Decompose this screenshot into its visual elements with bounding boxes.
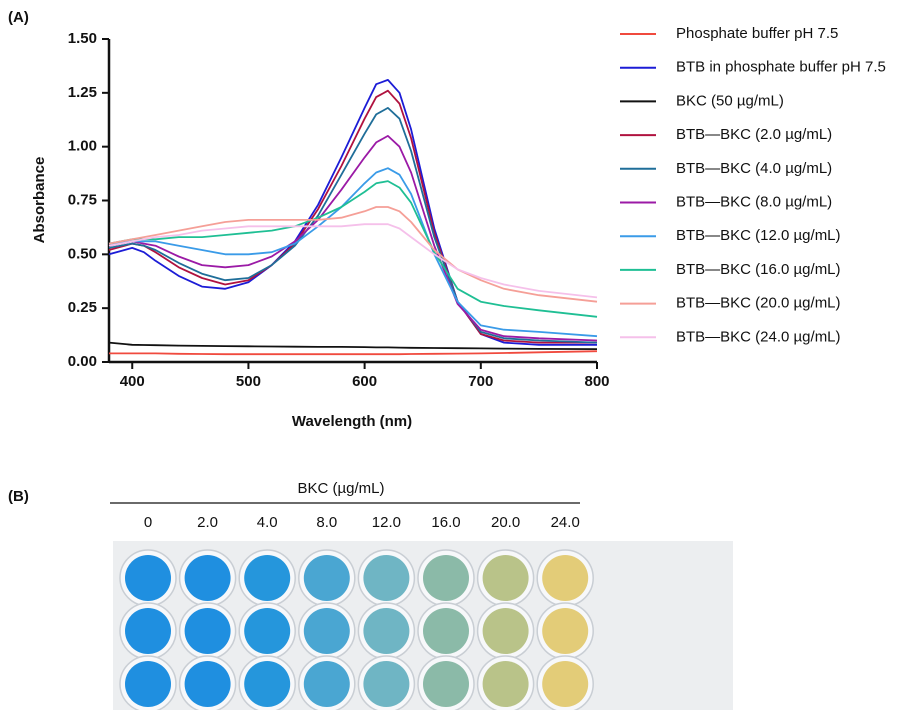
well <box>423 661 469 707</box>
series-line <box>108 223 598 299</box>
column-label: 8.0 <box>316 514 337 531</box>
column-label: 2.0 <box>197 514 218 531</box>
column-label: 24.0 <box>551 514 580 531</box>
column-label: 16.0 <box>431 514 460 531</box>
series-line <box>108 135 598 342</box>
legend-label: BKC (50 µg/mL) <box>676 92 784 109</box>
well <box>125 608 171 654</box>
legend-label: BTB in phosphate buffer pH 7.5 <box>676 59 886 76</box>
column-label: 4.0 <box>257 514 278 531</box>
y-tick-label: 1.50 <box>68 30 97 47</box>
well <box>542 555 589 601</box>
x-tick-label: 800 <box>584 373 609 390</box>
legend-label: BTB—BKC (16.0 µg/mL) <box>676 261 841 278</box>
column-label: 20.0 <box>491 514 520 531</box>
x-tick-label: 500 <box>236 373 261 390</box>
legend-label: BTB—BKC (20.0 µg/mL) <box>676 295 841 312</box>
legend-label: BTB—BKC (8.0 µg/mL) <box>676 193 832 210</box>
well <box>423 608 469 654</box>
legend-label: BTB—BKC (24.0 µg/mL) <box>676 328 841 345</box>
well <box>482 555 529 601</box>
y-tick-label: 1.00 <box>68 138 97 155</box>
column-label: 0 <box>144 514 152 531</box>
series-line <box>108 79 597 346</box>
y-tick-label: 1.25 <box>68 84 97 101</box>
y-axis-label: Absorbance <box>31 157 48 244</box>
well <box>244 661 291 707</box>
well <box>363 555 410 601</box>
series-line <box>109 350 598 356</box>
well <box>184 661 231 707</box>
well <box>423 555 469 601</box>
well <box>244 555 291 601</box>
column-label: 12.0 <box>372 514 401 531</box>
legend-label: Phosphate buffer pH 7.5 <box>676 25 838 42</box>
well <box>363 608 410 654</box>
x-tick-label: 700 <box>468 373 493 390</box>
series-line <box>108 341 598 350</box>
series-line <box>108 180 598 318</box>
photo-header: BKC (µg/mL) <box>298 480 385 497</box>
well <box>244 608 291 654</box>
y-tick-label: 0.50 <box>68 245 97 262</box>
series-line <box>108 89 597 344</box>
well <box>303 661 350 707</box>
y-tick-label: 0.75 <box>68 191 97 208</box>
well <box>363 661 410 707</box>
well <box>303 555 350 601</box>
well <box>482 608 529 654</box>
y-tick-label: 0.25 <box>68 299 97 316</box>
y-tick-label: 0.00 <box>68 353 97 370</box>
legend-label: BTB—BKC (4.0 µg/mL) <box>676 160 832 177</box>
well <box>542 608 589 654</box>
legend-label: BTB—BKC (2.0 µg/mL) <box>676 126 832 143</box>
panel-label: (A) <box>8 9 29 26</box>
x-axis-label: Wavelength (nm) <box>292 413 412 430</box>
well <box>542 661 589 707</box>
legend-label: BTB—BKC (12.0 µg/mL) <box>676 227 841 244</box>
panel-label: (B) <box>8 488 29 505</box>
well <box>184 608 231 654</box>
well <box>482 661 529 707</box>
well <box>184 555 231 601</box>
well <box>125 555 171 601</box>
x-tick-label: 400 <box>120 373 145 390</box>
well <box>125 661 171 707</box>
series-line <box>108 167 598 338</box>
x-tick-label: 600 <box>352 373 377 390</box>
well <box>303 608 350 654</box>
